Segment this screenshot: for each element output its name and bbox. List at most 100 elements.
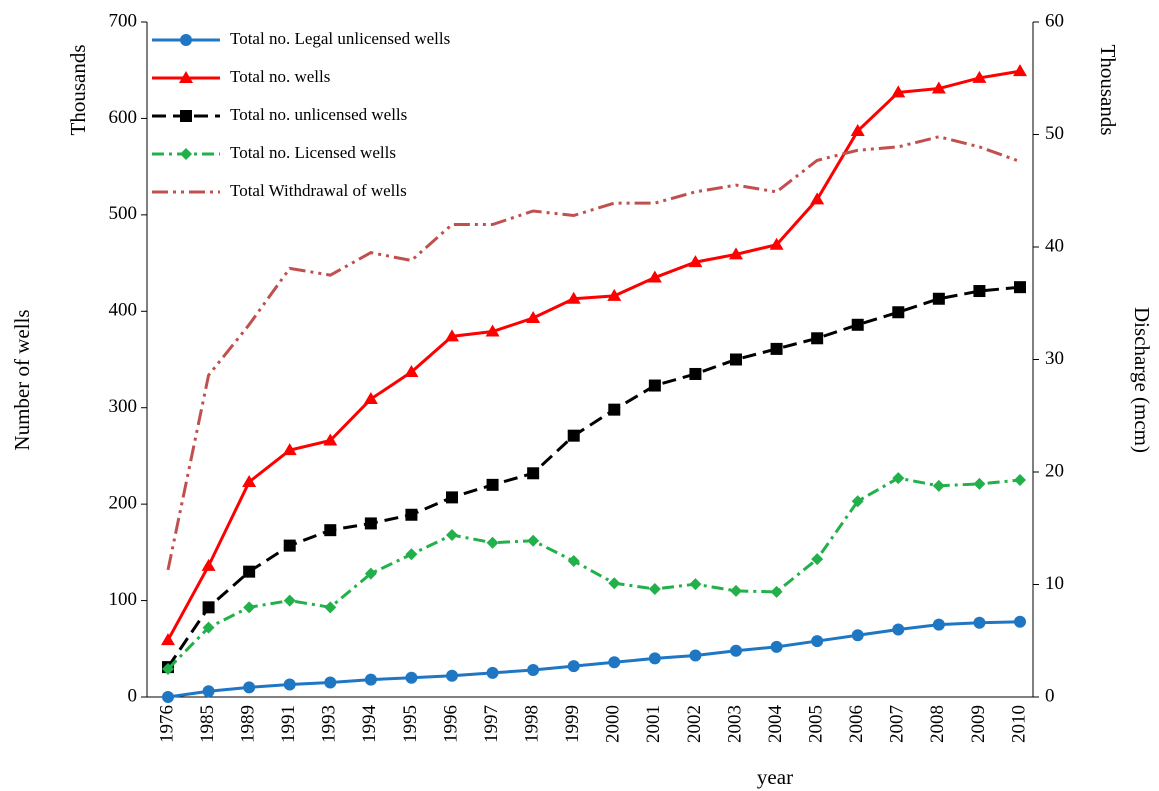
x-tick-label: 1991 (278, 705, 299, 743)
x-tick-label: 2008 (927, 705, 948, 743)
series-line (166, 69, 1021, 641)
point (526, 311, 541, 324)
point (283, 594, 296, 607)
legend-marker (180, 148, 192, 160)
point (486, 666, 499, 679)
y2-tick-label: 20 (1045, 460, 1064, 481)
point (445, 329, 459, 342)
y2-axis-label: Discharge (mcm) (1130, 307, 1154, 453)
y2-tick-label: 10 (1045, 573, 1064, 594)
point (648, 379, 661, 392)
x-tick-label: 2004 (765, 705, 786, 744)
point (323, 433, 338, 446)
point (892, 623, 905, 636)
point (730, 353, 742, 366)
x-tick-label: 1998 (522, 705, 543, 743)
point (486, 536, 499, 549)
x-tick-label: 1995 (400, 705, 421, 743)
point (689, 649, 702, 662)
y2-tick-label: 30 (1045, 348, 1064, 369)
point (527, 664, 540, 676)
legend-label: Total no. Legal unlicensed wells (230, 29, 450, 48)
point (851, 318, 864, 331)
point (973, 616, 986, 629)
point (485, 324, 500, 337)
point (243, 565, 256, 578)
point (566, 291, 581, 304)
legend: Total no. Legal unlicensed wells Total no… (152, 29, 450, 200)
point (527, 467, 540, 480)
x-tick-label: 2006 (846, 705, 867, 743)
x-tick-label: 2001 (643, 705, 664, 743)
point (364, 567, 377, 580)
point (647, 270, 662, 283)
point (527, 534, 540, 547)
point (567, 429, 580, 442)
y2-tick-label: 50 (1045, 123, 1064, 144)
point (810, 192, 825, 205)
point (932, 479, 945, 492)
legend-label: Total no. unlicensed wells (230, 105, 407, 124)
series-line (167, 620, 1021, 699)
legend-marker (180, 110, 192, 122)
point (689, 578, 702, 591)
point (282, 443, 297, 456)
point (730, 644, 742, 657)
point (162, 663, 174, 676)
point (608, 577, 621, 590)
point (201, 558, 216, 571)
point (446, 491, 458, 504)
point (811, 635, 824, 648)
y-axis-label: Number of wells (10, 309, 34, 450)
point (404, 365, 419, 378)
point (608, 656, 621, 669)
x-tick-label: 1999 (562, 705, 583, 743)
point (851, 495, 864, 508)
point (162, 691, 174, 703)
y2-axis-unit: Thousands (1096, 45, 1120, 136)
point (1014, 615, 1026, 628)
point (770, 640, 783, 653)
point (283, 539, 296, 552)
point (1013, 64, 1027, 77)
series-line (166, 476, 1021, 671)
x-tick-label: 1976 (156, 705, 177, 743)
y-tick-label: 700 (109, 10, 138, 31)
point (405, 508, 418, 521)
y-axis-unit: Thousands (66, 45, 90, 136)
point (243, 681, 256, 694)
point (608, 403, 621, 416)
x-tick-label: 2000 (603, 705, 624, 743)
point (850, 123, 865, 136)
point (689, 367, 702, 380)
y2-tick-label: 40 (1045, 235, 1064, 256)
point (931, 81, 946, 94)
x-tick-label: 1985 (197, 705, 218, 743)
x-tick-label: 2003 (724, 705, 745, 743)
point (769, 237, 784, 250)
point (405, 671, 418, 684)
x-tick-label: 1996 (440, 705, 461, 743)
point (364, 517, 377, 530)
y2-tick-label: 0 (1045, 685, 1055, 706)
x-tick-label: 2010 (1008, 705, 1029, 743)
point (324, 676, 337, 689)
x-tick-label: 2009 (968, 705, 989, 743)
legend-label: Total no. wells (230, 67, 330, 86)
point (891, 85, 906, 98)
point (1014, 281, 1026, 294)
point (202, 685, 215, 698)
y-tick-label: 200 (109, 493, 138, 514)
point (973, 477, 986, 490)
point (729, 247, 743, 260)
x-axis-label: year (757, 765, 793, 789)
point (202, 601, 215, 614)
point (405, 548, 418, 561)
point (324, 524, 337, 537)
point (486, 478, 499, 491)
point (607, 288, 622, 301)
legend-marker (179, 71, 193, 83)
y-tick-label: 500 (109, 203, 138, 224)
